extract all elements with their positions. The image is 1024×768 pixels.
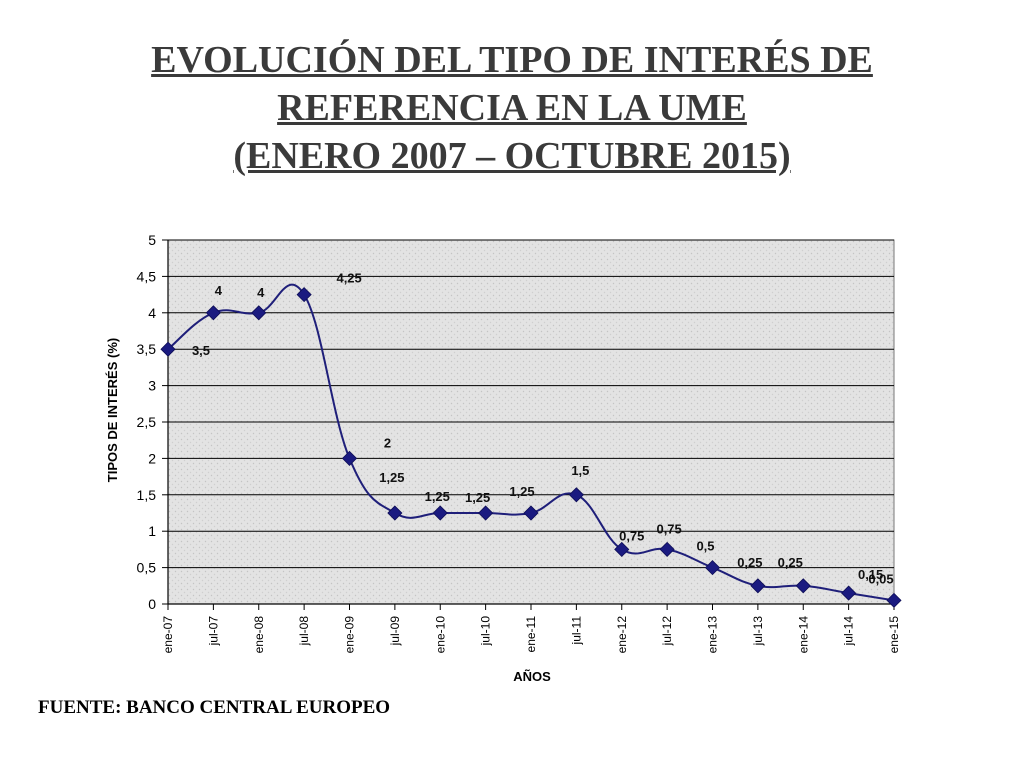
data-label: 1,25 [465,490,490,505]
data-label: 0,15 [858,567,883,582]
x-tick-label: jul-08 [297,616,311,647]
x-tick-labels: ene-07 jul-07 ene-08 jul-08 ene-09 jul-09 ene-… [161,616,901,654]
y-tick-label: 3,5 [137,341,157,357]
title-line-3: (ENERO 2007 – OCTUBRE 2015) [233,135,791,177]
x-tick-label: ene-11 [524,616,538,653]
title-line-1: EVOLUCIÓN DEL TIPO DE INTERÉS DE [151,39,873,81]
y-axis-label: TIPOS DE INTERÉS (%) [105,338,120,482]
data-point [750,578,766,594]
x-tick-label: ene-12 [615,616,629,654]
y-tick-label: 2,5 [137,414,157,430]
data-point [568,487,584,503]
data-label: 1,25 [509,484,534,499]
chart-title: EVOLUCIÓN DEL TIPO DE INTERÉS DE REFEREN… [0,36,1024,180]
data-point [704,560,721,576]
axes [162,239,895,610]
title-line-2: REFERENCIA EN LA UME [277,87,747,129]
y-tick-label: 5 [148,232,156,248]
x-tick-label: ene-14 [796,616,810,654]
x-tick-label: jul-07 [206,616,220,647]
data-label: 4 [215,283,223,298]
data-label: 1,25 [379,470,404,485]
data-label: 1,5 [571,463,589,478]
y-tick-label: 4 [148,305,156,321]
y-tick-label: 3 [148,378,156,394]
source-note: FUENTE: BANCO CENTRAL EUROPEO [38,697,391,718]
data-point [341,450,358,466]
x-tick-label: jul-09 [388,616,402,647]
data-label: 4 [257,285,265,300]
data-point [614,541,630,557]
x-tick-label: ene-15 [887,616,901,654]
data-point [841,585,857,601]
x-tick-label: ene-08 [252,616,266,654]
line-chart: 0 0,5 1 1,5 2 2,5 3 3,5 4 4,5 5 ene-07 jul-07 ene-08… [105,232,902,684]
data-markers [160,287,902,608]
x-tick-label: jul-12 [660,616,674,647]
y-tick-label: 0,5 [137,560,157,576]
x-tick-label: ene-10 [433,616,447,654]
y-tick-label: 1 [148,523,156,539]
x-tick-label: jul-14 [842,616,856,647]
x-axis-label: AÑOS [513,669,551,684]
data-point [296,287,312,303]
data-point [478,505,494,521]
data-label: 2 [384,435,391,450]
data-point [432,505,448,521]
x-tick-label: jul-10 [479,616,493,647]
y-tick-label: 4,5 [137,268,157,284]
data-label: 0,75 [619,528,644,543]
x-tick-label: ene-09 [343,616,357,654]
data-point [795,578,811,594]
x-tick-label: jul-11 [569,616,583,646]
y-tick-label: 2 [148,450,156,466]
data-point [886,592,902,608]
data-point [160,341,176,357]
data-label: 4,25 [336,271,361,286]
data-label: 0,25 [737,555,762,570]
data-point [387,505,403,521]
data-label: 0,5 [696,539,714,554]
y-tick-label: 1,5 [137,487,157,503]
x-tick-label: jul-13 [751,616,765,647]
data-point [659,541,675,557]
data-point [523,505,539,521]
data-label: 3,5 [192,343,210,358]
data-label: 0,75 [656,521,681,536]
y-tick-label: 0 [148,596,156,612]
data-labels: 3,5 4 4 4,25 2 1,25 1,25 1,25 1,25 1,5 0,75 0,75 0,5… [192,271,894,587]
data-point [205,305,221,321]
data-point [251,305,267,321]
data-label: 0,25 [778,555,803,570]
y-tick-labels: 0 0,5 1 1,5 2 2,5 3 3,5 4 4,5 5 [137,232,157,612]
x-tick-label: ene-07 [161,616,175,654]
data-label: 1,25 [425,489,450,504]
data-label: 0,05 [868,571,893,586]
x-tick-label: ene-13 [706,616,720,654]
